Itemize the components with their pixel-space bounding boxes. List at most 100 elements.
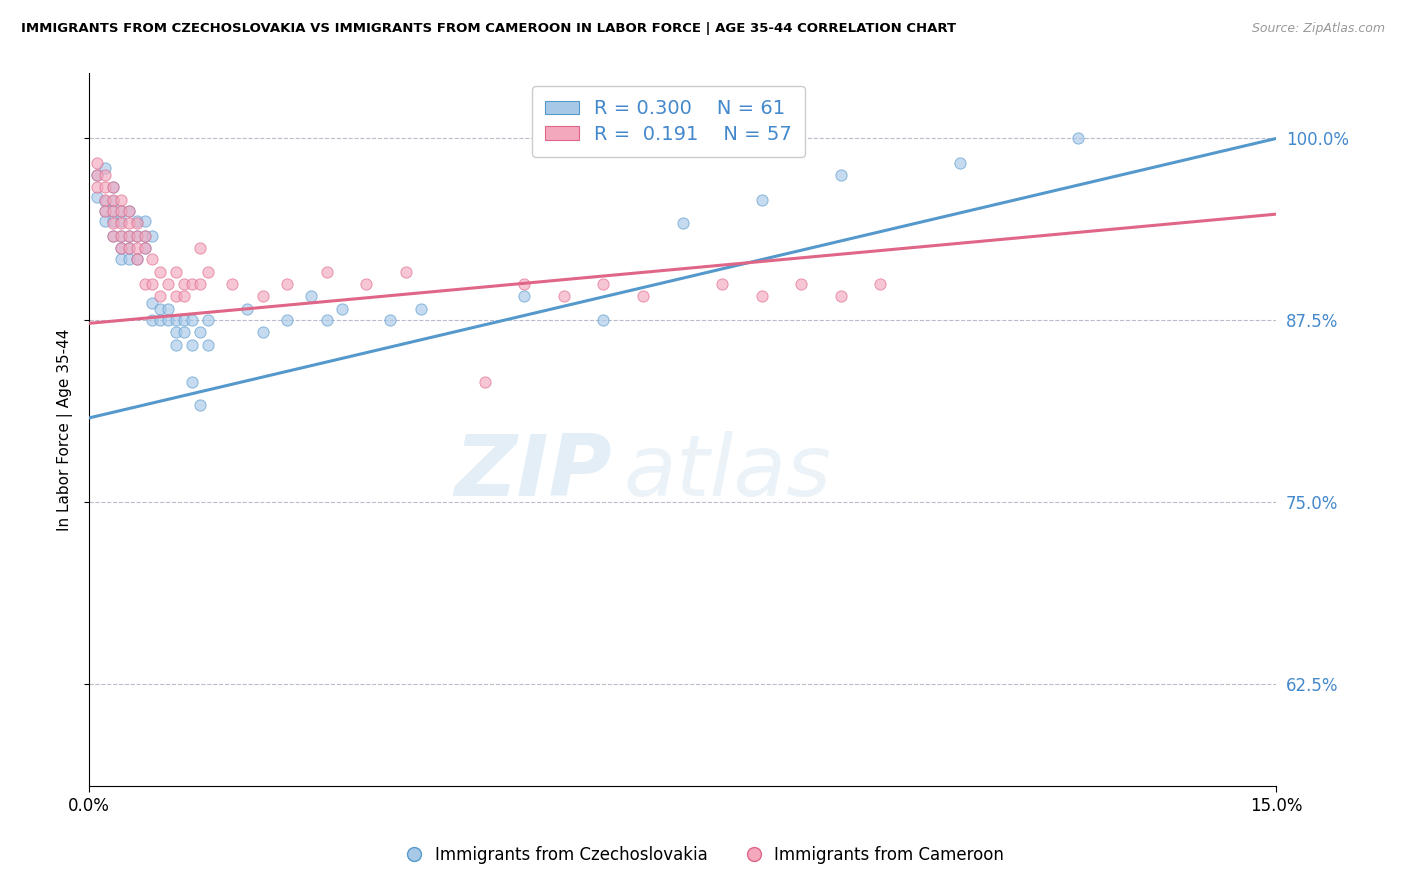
Point [149, 313, 172, 327]
Point [101, 214, 124, 228]
Point [110, 229, 132, 244]
Point [181, 375, 204, 389]
Point [181, 313, 204, 327]
Point [830, 168, 852, 182]
Point [173, 288, 195, 302]
Point [513, 288, 536, 302]
Point [101, 216, 124, 230]
Point [101, 229, 124, 244]
Point [157, 313, 180, 327]
Point [125, 252, 148, 267]
Text: atlas: atlas [623, 431, 831, 514]
Point [125, 252, 148, 267]
Point [173, 313, 195, 327]
Point [94, 204, 117, 219]
Point [165, 325, 187, 339]
Point [110, 204, 132, 219]
Point [173, 325, 195, 339]
Point [354, 277, 377, 291]
Point [948, 156, 970, 170]
Point [165, 338, 187, 352]
Point [94, 204, 117, 219]
Point [672, 216, 695, 230]
Text: IMMIGRANTS FROM CZECHOSLOVAKIA VS IMMIGRANTS FROM CAMEROON IN LABOR FORCE | AGE : IMMIGRANTS FROM CZECHOSLOVAKIA VS IMMIGR… [21, 22, 956, 36]
Point [149, 288, 172, 302]
Point [197, 265, 219, 279]
Point [134, 277, 156, 291]
Point [315, 313, 337, 327]
Point [86, 168, 108, 182]
Point [94, 193, 117, 207]
Point [197, 313, 219, 327]
Point [101, 179, 124, 194]
Point [118, 229, 141, 244]
Point [188, 277, 211, 291]
Point [94, 214, 117, 228]
Point [134, 241, 156, 255]
Point [110, 214, 132, 228]
Y-axis label: In Labor Force | Age 35-44: In Labor Force | Age 35-44 [58, 328, 73, 531]
Point [395, 265, 418, 279]
Point [869, 277, 891, 291]
Point [276, 277, 298, 291]
Point [110, 229, 132, 244]
Point [181, 277, 204, 291]
Point [110, 252, 132, 267]
Point [134, 241, 156, 255]
Point [236, 301, 259, 316]
Point [165, 313, 187, 327]
Point [751, 193, 773, 207]
Point [110, 193, 132, 207]
Point [125, 229, 148, 244]
Point [134, 214, 156, 228]
Point [165, 265, 187, 279]
Point [299, 288, 322, 302]
Point [86, 156, 108, 170]
Point [134, 229, 156, 244]
Point [94, 194, 117, 208]
Point [197, 338, 219, 352]
Point [188, 398, 211, 412]
Point [101, 179, 124, 194]
Point [141, 277, 163, 291]
Point [101, 194, 124, 208]
Point [118, 216, 141, 230]
Point [221, 277, 243, 291]
Point [125, 229, 148, 244]
Text: ZIP: ZIP [454, 431, 612, 514]
Point [118, 204, 141, 219]
Point [118, 241, 141, 255]
Point [125, 241, 148, 255]
Point [592, 313, 614, 327]
Point [86, 179, 108, 194]
Point [118, 241, 141, 255]
Point [157, 301, 180, 316]
Point [110, 241, 132, 255]
Point [188, 241, 211, 255]
Point [118, 252, 141, 267]
Point [411, 301, 433, 316]
Point [252, 325, 274, 339]
Point [592, 277, 614, 291]
Point [110, 241, 132, 255]
Point [378, 313, 401, 327]
Point [125, 214, 148, 228]
Point [252, 288, 274, 302]
Point [149, 301, 172, 316]
Point [86, 190, 108, 204]
Point [157, 277, 180, 291]
Point [110, 204, 132, 219]
Point [474, 375, 496, 389]
Point [141, 229, 163, 244]
Point [86, 168, 108, 182]
Point [134, 229, 156, 244]
Point [711, 277, 734, 291]
Point [332, 301, 354, 316]
Point [790, 277, 813, 291]
Point [101, 204, 124, 219]
Point [181, 338, 204, 352]
Point [125, 216, 148, 230]
Point [141, 313, 163, 327]
Point [118, 204, 141, 219]
Point [1067, 131, 1090, 145]
